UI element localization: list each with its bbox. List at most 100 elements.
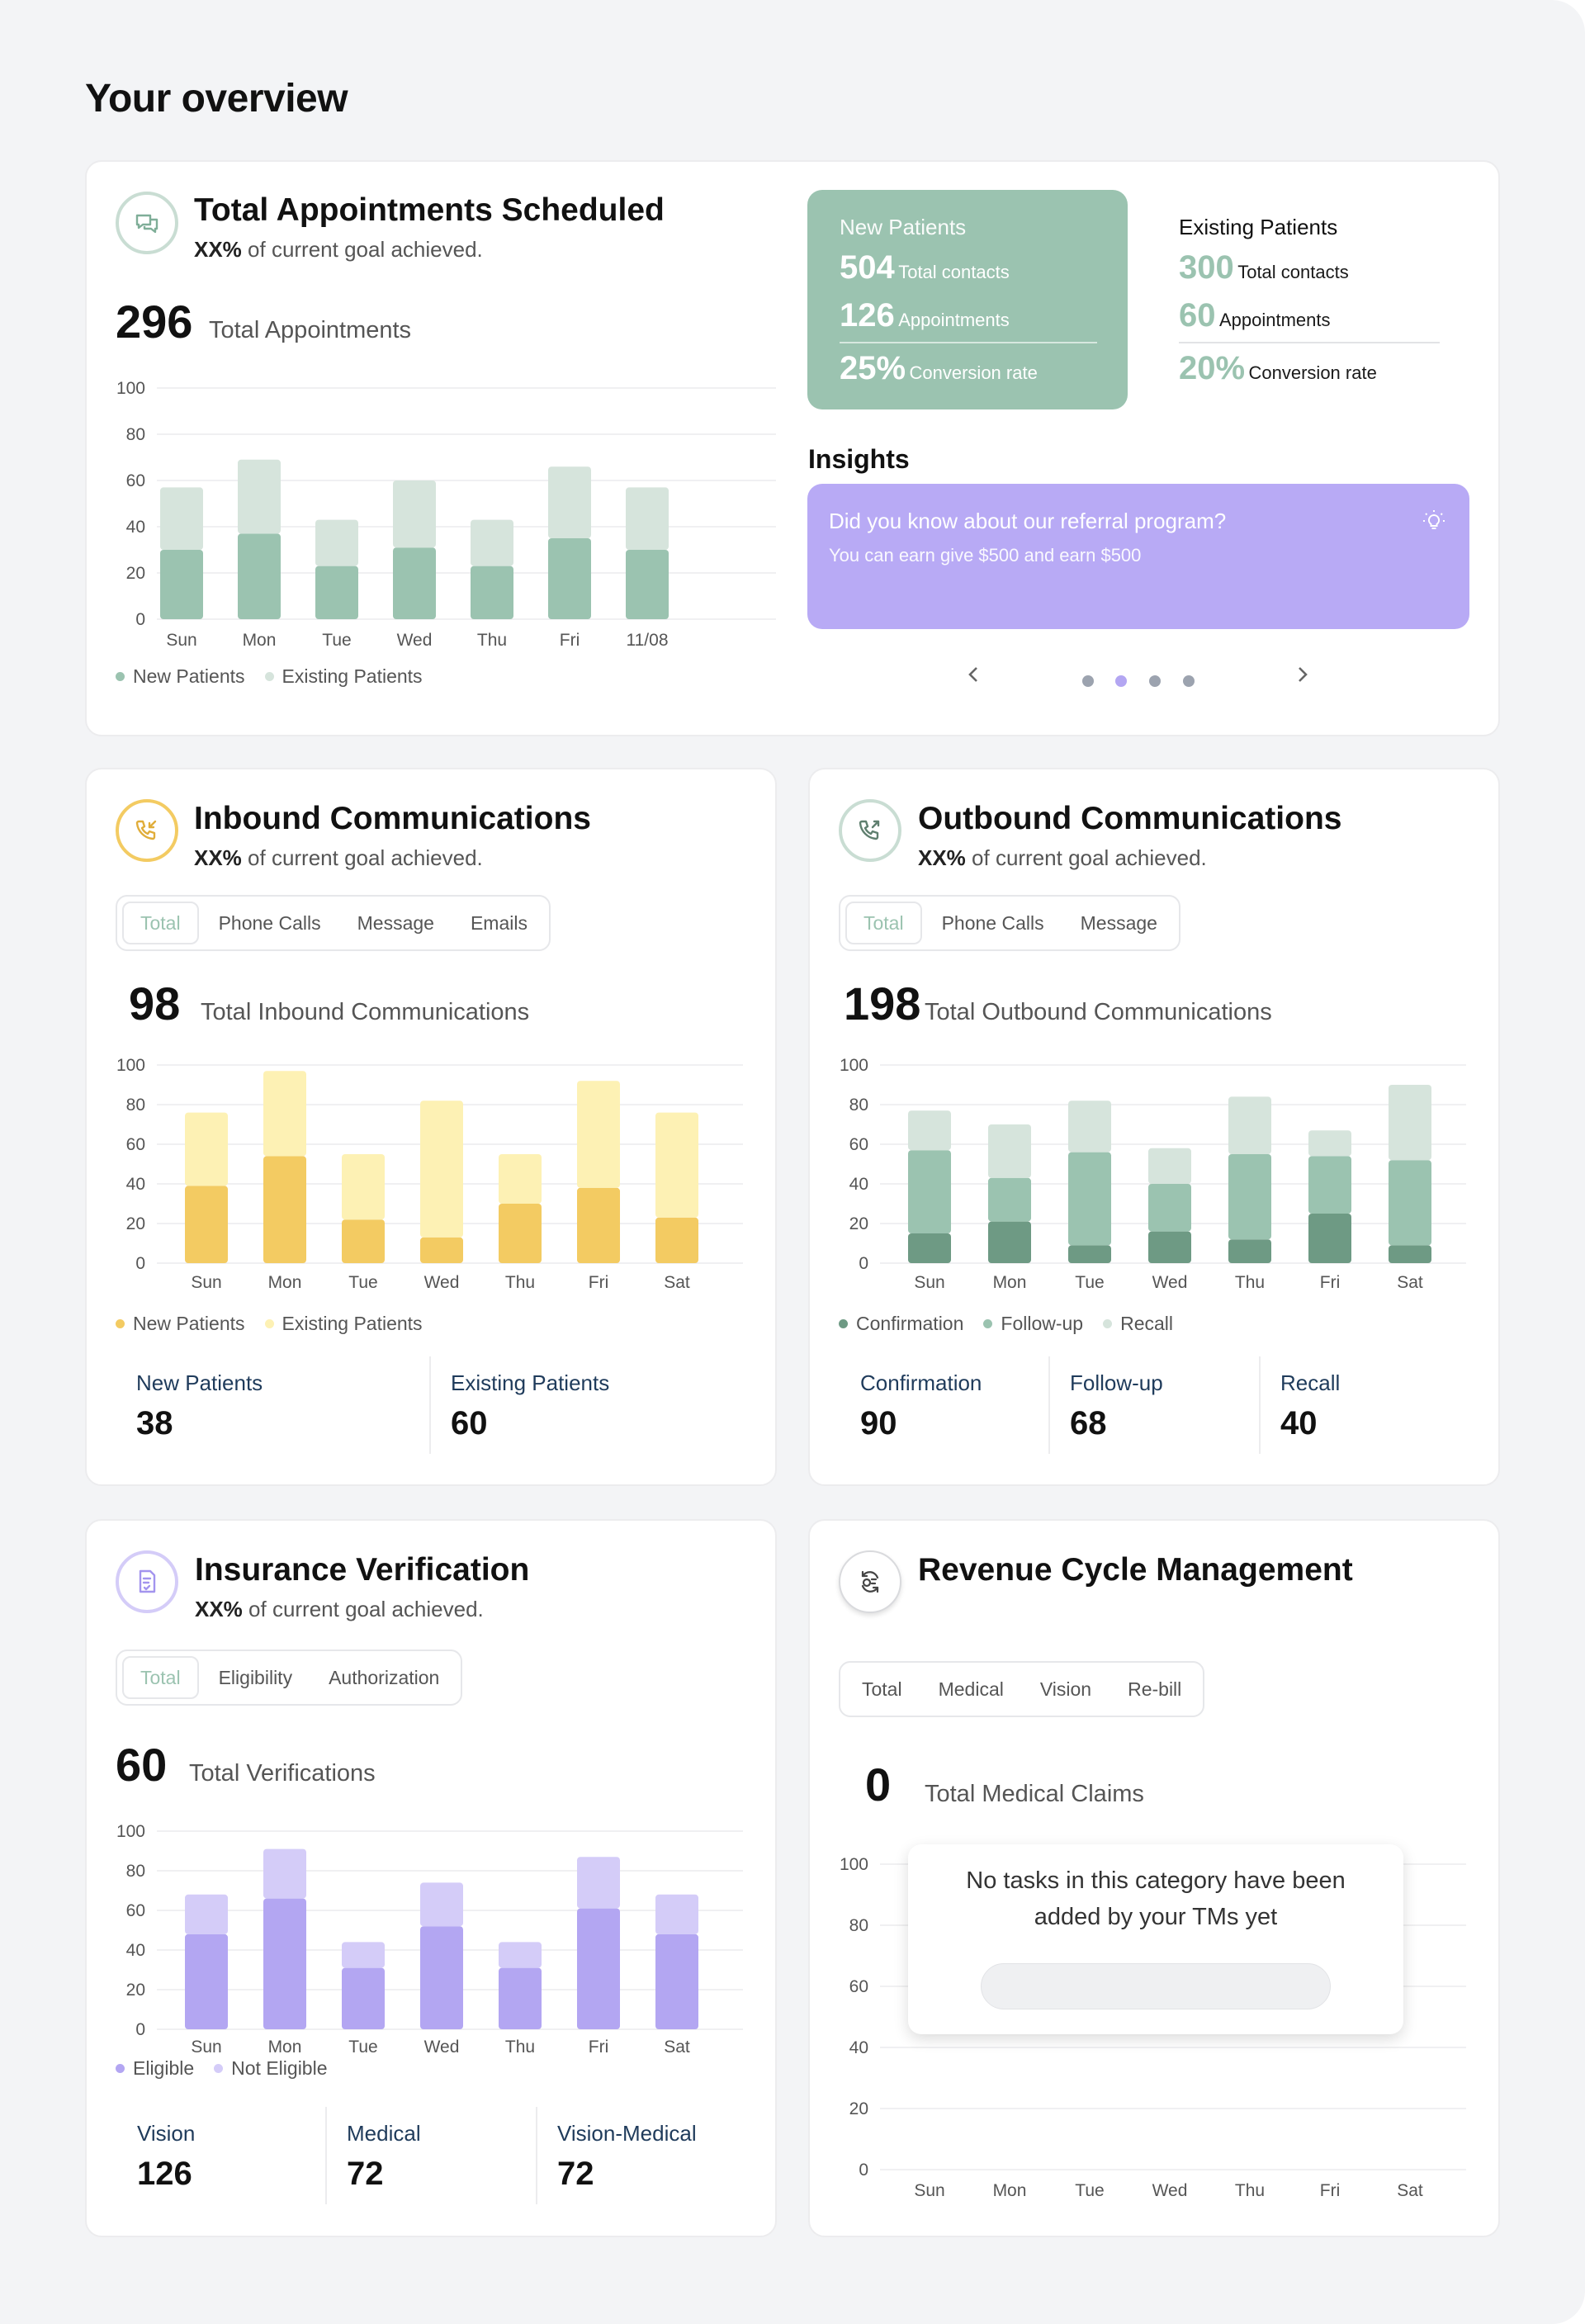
bar-confirmation-mon[interactable] [988,1221,1031,1263]
legend-follow-up: Follow-up [983,1313,1083,1335]
bar-confirmation-thu[interactable] [1228,1239,1271,1263]
insurance-tab-authorization[interactable]: Authorization [329,1666,440,1688]
stat-divider [1259,1356,1261,1454]
x-tick-label: Sat [664,2038,690,2057]
bar-new-patients-tue[interactable] [342,1219,385,1263]
bar-not-eligible-thu[interactable] [499,1942,542,1968]
inbound-tab-emails[interactable]: Emails [470,911,528,934]
bar-existing-patients-thu[interactable] [471,519,513,566]
bar-recall-mon[interactable] [988,1124,1031,1178]
bar-eligible-thu[interactable] [499,1967,542,2029]
bar-new-patients-wed[interactable] [420,1237,463,1263]
y-tick-label: 80 [126,1096,145,1115]
pager-dot-3[interactable] [1149,675,1161,687]
insurance-tab-total[interactable]: Total [122,1656,199,1699]
bar-recall-sun[interactable] [908,1110,951,1151]
inbound-tab-message[interactable]: Message [357,911,434,934]
bar-not-eligible-sun[interactable] [185,1894,228,1934]
bar-new-patients-fri[interactable] [577,1187,620,1263]
bar-new-patients-11-08[interactable] [626,550,669,619]
outbound-tab-message[interactable]: Message [1080,911,1157,934]
revenue-tab-total[interactable]: Total [862,1678,902,1700]
bar-eligible-sat[interactable] [655,1934,698,2029]
bar-existing-patients-mon[interactable] [238,459,281,534]
insights-next-button[interactable] [1294,662,1312,694]
revenue-tab-medical[interactable]: Medical [938,1678,1004,1700]
bar-new-patients-sat[interactable] [655,1217,698,1263]
bar-existing-patients-tue[interactable] [315,519,358,566]
bar-new-patients-tue[interactable] [315,566,358,619]
y-tick-label: 60 [849,1977,868,1996]
revenue-title: Revenue Cycle Management [918,1552,1353,1588]
bar-recall-fri[interactable] [1308,1130,1351,1157]
bar-not-eligible-tue[interactable] [342,1942,385,1968]
insurance-chart: 0 20 40 60 80 100 Sun Mon Tue Wed Thu Fri Sat [116,1822,743,2057]
bar-follow-up-tue[interactable] [1068,1152,1111,1246]
insights-prev-button[interactable] [964,662,982,694]
pager-dot-4[interactable] [1183,675,1195,687]
revenue-tab-vision[interactable]: Vision [1039,1678,1092,1700]
outbound-tab-phone-calls[interactable]: Phone Calls [941,911,1044,934]
insurance-card [85,1519,777,2237]
bar-existing-patients-fri[interactable] [577,1081,620,1188]
bar-eligible-mon[interactable] [263,1898,306,2029]
inbound-tab-phone-calls[interactable]: Phone Calls [218,911,321,934]
bar-confirmation-wed[interactable] [1148,1231,1191,1263]
bar-existing-patients-sun[interactable] [185,1112,228,1186]
bar-recall-wed[interactable] [1148,1148,1191,1184]
bar-eligible-sun[interactable] [185,1934,228,2029]
inbound-tab-total[interactable]: Total [122,902,199,944]
bar-confirmation-fri[interactable] [1308,1214,1351,1263]
bar-new-patients-fri[interactable] [548,538,591,619]
np-label: New Patients [840,215,967,239]
bar-follow-up-mon[interactable] [988,1177,1031,1222]
bar-existing-patients-tue[interactable] [342,1154,385,1220]
revenue-tab-re-bill[interactable]: Re-bill [1128,1678,1182,1700]
bar-confirmation-sat[interactable] [1389,1245,1431,1263]
bar-recall-sat[interactable] [1389,1085,1431,1161]
pager-dot-2[interactable] [1115,675,1127,687]
bar-confirmation-sun[interactable] [908,1233,951,1263]
bar-existing-patients-thu[interactable] [499,1154,542,1204]
y-tick-label: 100 [116,1822,145,1841]
bar-recall-tue[interactable] [1068,1100,1111,1153]
bar-not-eligible-mon[interactable] [263,1848,306,1899]
y-tick-label: 20 [126,1981,145,2000]
x-tick-label: Wed [424,1273,460,1292]
lightbulb-icon [1423,510,1445,529]
inbound-stat-existing-value: 60 [451,1405,488,1441]
bar-not-eligible-wed[interactable] [420,1882,463,1927]
bar-recall-thu[interactable] [1228,1096,1271,1154]
bar-eligible-tue[interactable] [342,1967,385,2029]
bar-existing-patients-fri[interactable] [548,466,591,538]
bar-not-eligible-sat[interactable] [655,1894,698,1934]
outbound-tab-total[interactable]: Total [845,902,922,944]
bar-new-patients-thu[interactable] [471,566,513,619]
insight-card[interactable]: Did you know about our referral program?… [807,484,1469,629]
bar-new-patients-wed[interactable] [393,547,436,619]
bar-existing-patients-wed[interactable] [393,480,436,548]
bar-confirmation-tue[interactable] [1068,1245,1111,1263]
bar-follow-up-sat[interactable] [1389,1160,1431,1246]
bar-eligible-fri[interactable] [577,1908,620,2029]
bar-new-patients-mon[interactable] [263,1156,306,1263]
x-tick-label: Sun [191,2038,221,2057]
bar-follow-up-fri[interactable] [1308,1156,1351,1214]
bar-follow-up-sun[interactable] [908,1150,951,1233]
bar-follow-up-thu[interactable] [1228,1154,1271,1240]
bar-new-patients-thu[interactable] [499,1204,542,1263]
insurance-tab-eligibility[interactable]: Eligibility [218,1666,293,1688]
x-tick-label: Mon [993,2181,1027,2200]
bar-eligible-wed[interactable] [420,1926,463,2029]
bar-new-patients-mon[interactable] [238,533,281,619]
pager-dot-1[interactable] [1082,675,1094,687]
bar-follow-up-wed[interactable] [1148,1184,1191,1232]
bar-not-eligible-fri[interactable] [577,1857,620,1909]
bar-new-patients-sun[interactable] [185,1186,228,1263]
bar-existing-patients-wed[interactable] [420,1100,463,1238]
bar-existing-patients-mon[interactable] [263,1071,306,1157]
bar-existing-patients-sun[interactable] [160,487,203,550]
bar-existing-patients-11-08[interactable] [626,487,669,550]
bar-existing-patients-sat[interactable] [655,1112,698,1218]
bar-new-patients-sun[interactable] [160,550,203,619]
